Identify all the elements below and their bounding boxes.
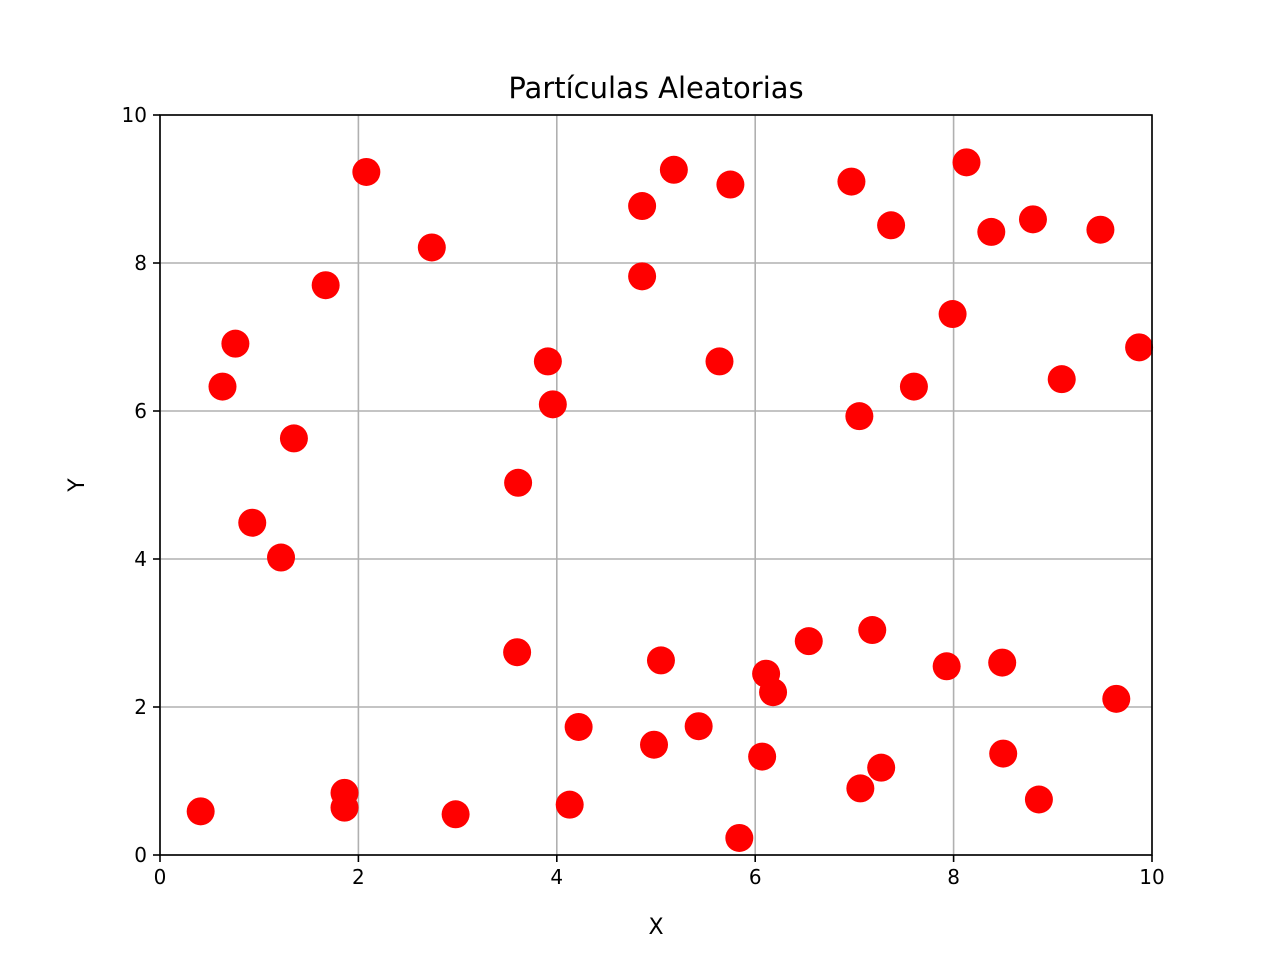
data-point — [1102, 684, 1131, 713]
data-point — [330, 793, 359, 822]
x-tick-label: 6 — [749, 865, 762, 889]
data-point — [867, 753, 896, 782]
x-tick-label: 4 — [550, 865, 563, 889]
data-point — [417, 233, 446, 262]
plot-frame — [159, 114, 1153, 856]
x-axis-label: X — [648, 915, 663, 940]
data-point — [628, 192, 657, 221]
data-point — [1125, 333, 1154, 362]
x-tick-label: 8 — [947, 865, 960, 889]
data-point — [1018, 205, 1047, 234]
data-point — [659, 155, 688, 184]
data-point — [846, 774, 875, 803]
data-point — [794, 627, 823, 656]
data-point — [555, 790, 584, 819]
data-point — [186, 797, 215, 826]
data-point — [845, 402, 874, 431]
data-point — [538, 390, 567, 419]
data-point — [977, 217, 1006, 246]
data-point — [533, 347, 562, 376]
x-tick-label: 2 — [352, 865, 365, 889]
data-point — [716, 170, 745, 199]
data-point — [352, 157, 381, 186]
data-point — [628, 262, 657, 291]
data-point — [877, 211, 906, 240]
data-point — [279, 424, 308, 453]
y-tick-label: 8 — [134, 251, 147, 275]
data-point — [504, 468, 533, 497]
data-point — [705, 347, 734, 376]
x-tick-label: 0 — [154, 865, 167, 889]
data-point — [1024, 785, 1053, 814]
chart-title: Partículas Aleatorias — [508, 71, 803, 105]
data-points — [186, 148, 1154, 852]
data-point — [938, 300, 967, 329]
x-tick-label: 10 — [1139, 865, 1164, 889]
data-point — [748, 742, 777, 771]
data-point — [1047, 365, 1076, 394]
y-tick-label: 10 — [122, 103, 147, 127]
data-point — [837, 167, 866, 196]
data-point — [311, 271, 340, 300]
data-point — [646, 646, 675, 675]
data-point — [503, 638, 532, 667]
data-point — [267, 543, 296, 572]
data-point — [952, 148, 981, 177]
data-point — [989, 739, 1018, 768]
data-point — [684, 712, 713, 741]
data-point — [221, 329, 250, 358]
y-axis-label: Y — [65, 478, 90, 493]
grid-lines — [159, 114, 1153, 856]
data-point — [858, 616, 887, 645]
data-point — [208, 372, 237, 401]
y-tick-label: 2 — [134, 695, 147, 719]
data-point — [759, 678, 788, 707]
y-tick-label: 4 — [134, 547, 147, 571]
data-point — [564, 712, 593, 741]
data-point — [1086, 215, 1115, 244]
data-point — [932, 652, 961, 681]
data-point — [441, 800, 470, 829]
axis-ticks: 0 2 4 6 8 10 0 2 4 6 8 10 — [122, 103, 1165, 889]
y-tick-label: 6 — [134, 399, 147, 423]
data-point — [725, 823, 754, 852]
data-point — [988, 648, 1017, 677]
data-point — [640, 730, 669, 759]
data-point — [238, 508, 267, 537]
y-tick-label: 0 — [134, 843, 147, 867]
data-point — [899, 372, 928, 401]
